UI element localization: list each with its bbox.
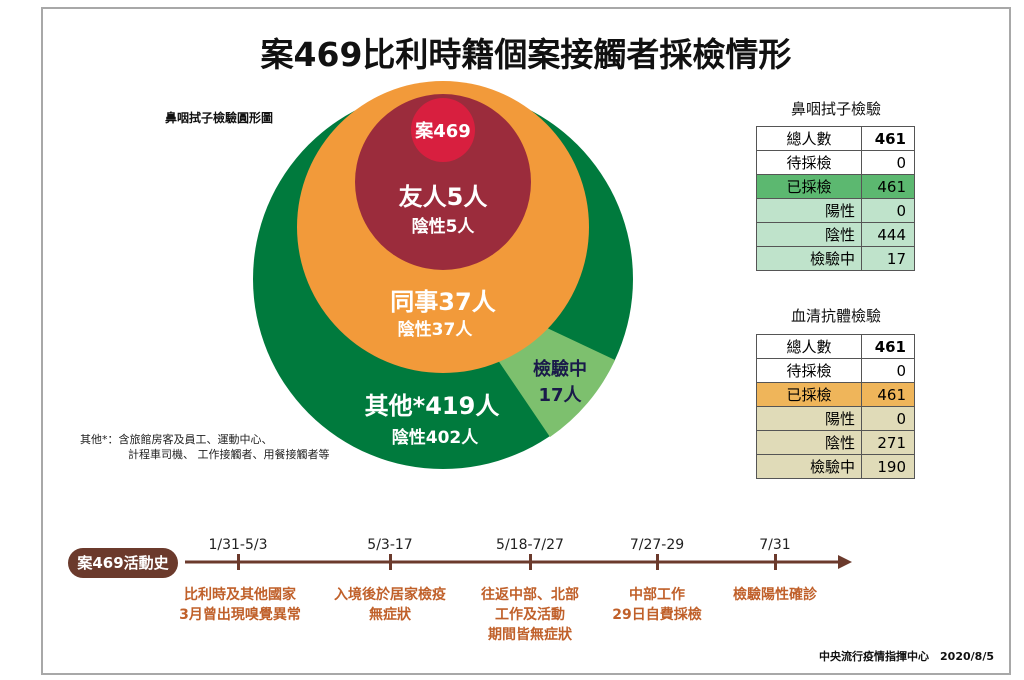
event-line: 期間皆無症狀 — [488, 627, 572, 643]
event-line: 工作及活動 — [495, 607, 565, 623]
timeline-event: 檢驗陽性確診 — [690, 585, 860, 605]
cell: 461 — [861, 382, 915, 407]
event-line: 無症狀 — [369, 607, 411, 623]
event-line: 比利時及其他國家 — [184, 587, 296, 603]
cell: 總人數 — [756, 126, 862, 151]
serum-table-title: 血清抗體檢驗 — [790, 307, 881, 325]
event-line: 中部工作 — [629, 587, 685, 603]
table-row: 已採檢 461 — [756, 382, 915, 407]
table-row: 總人數 461 — [756, 334, 915, 359]
cell: 總人數 — [756, 334, 862, 359]
cell: 檢驗中 — [756, 454, 862, 479]
timeline-arrow-icon — [838, 555, 852, 569]
table-row: 待採檢 0 — [756, 358, 915, 383]
cell: 461 — [861, 334, 915, 359]
colleagues-label: 同事37人 — [390, 288, 495, 316]
event-line: 入境後於居家檢疫 — [334, 587, 446, 603]
cell: 已採檢 — [756, 382, 862, 407]
timeline-event: 往返中部、北部 工作及活動期間皆無症狀 — [445, 585, 615, 645]
note-line: 其他*：含旅館房客及員工、運動中心、 — [80, 433, 273, 446]
cell: 17 — [861, 246, 915, 271]
others-neg: 陰性402人 — [392, 427, 479, 448]
timeline-date: 1/31-5/3 — [208, 537, 268, 553]
cell: 0 — [861, 198, 915, 223]
nasal-table: 總人數 461 待採檢 0 已採檢 461 陽性 0 陰性 444 檢驗中 17 — [756, 126, 915, 271]
friends-neg: 陰性5人 — [412, 216, 476, 237]
table-row: 待採檢 0 — [756, 150, 915, 175]
friends-label: 友人5人 — [399, 183, 488, 211]
cell: 0 — [861, 406, 915, 431]
serum-table: 總人數 461 待採檢 0 已採檢 461 陽性 0 陰性 271 檢驗中 190 — [756, 334, 915, 479]
testing-label: 檢驗中 — [533, 358, 587, 380]
event-line: 往返中部、北部 — [481, 587, 579, 603]
table-row: 檢驗中 190 — [756, 454, 915, 479]
timeline-label: 案469活動史 — [68, 548, 178, 578]
cell: 190 — [861, 454, 915, 479]
cell: 陰性 — [756, 430, 862, 455]
cell: 已採檢 — [756, 174, 862, 199]
page-title: 案469比利時籍個案接觸者採檢情形 — [260, 35, 792, 74]
timeline-ticks — [237, 554, 777, 570]
cell: 461 — [861, 126, 915, 151]
others-label: 其他*419人 — [365, 392, 500, 420]
table-row: 已採檢 461 — [756, 174, 915, 199]
table-row: 陽性 0 — [756, 406, 915, 431]
cell: 陽性 — [756, 198, 862, 223]
timeline-event: 中部工作 29日自費採檢 — [572, 585, 742, 625]
event-line: 29日自費採檢 — [612, 607, 702, 623]
cell: 檢驗中 — [756, 246, 862, 271]
cell: 271 — [861, 430, 915, 455]
table-row: 陰性 444 — [756, 222, 915, 247]
timeline-date: 7/31 — [759, 537, 791, 553]
case-circle — [411, 98, 475, 162]
table-row: 陰性 271 — [756, 430, 915, 455]
case-label: 案469 — [414, 120, 471, 142]
event-line: 檢驗陽性確診 — [733, 587, 817, 603]
table-row: 陽性 0 — [756, 198, 915, 223]
colleagues-neg: 陰性37人 — [398, 319, 474, 340]
timeline-date: 5/3-17 — [367, 537, 413, 553]
nasal-table-title: 鼻咽拭子檢驗 — [790, 100, 881, 118]
friends-circle — [355, 94, 531, 270]
table-row: 總人數 461 — [756, 126, 915, 151]
cell: 444 — [861, 222, 915, 247]
others-note: 其他*：含旅館房客及員工、運動中心、 計程車司機、 工作接觸者、用餐接觸者等 — [80, 432, 330, 462]
timeline-date: 5/18-7/27 — [496, 537, 564, 553]
timeline-event: 比利時及其他國家 3月曾出現嗅覺異常 — [155, 585, 325, 625]
note-line: 計程車司機、 工作接觸者、用餐接觸者等 — [128, 448, 330, 461]
cell: 0 — [861, 358, 915, 383]
cell: 0 — [861, 150, 915, 175]
timeline-date: 7/27-29 — [629, 537, 685, 553]
timeline-event: 入境後於居家檢疫 無症狀 — [305, 585, 475, 625]
chart-label: 鼻咽拭子檢驗圓形圖 — [165, 111, 274, 125]
cell: 待採檢 — [756, 358, 862, 383]
table-row: 檢驗中 17 — [756, 246, 915, 271]
cell: 待採檢 — [756, 150, 862, 175]
event-line: 3月曾出現嗅覺異常 — [179, 607, 301, 623]
cell: 陽性 — [756, 406, 862, 431]
testing-count: 17人 — [538, 385, 582, 406]
cell: 461 — [861, 174, 915, 199]
frame — [41, 7, 1011, 675]
footer-source: 中央流行疫情指揮中心 2020/8/5 — [819, 650, 994, 663]
cell: 陰性 — [756, 222, 862, 247]
